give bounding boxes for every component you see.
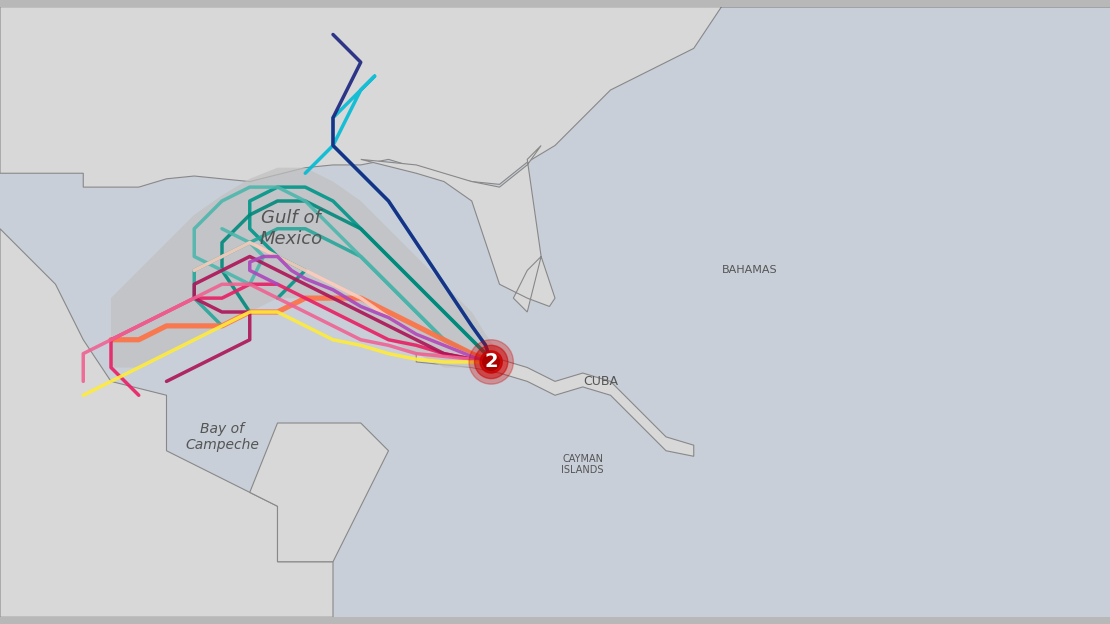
Polygon shape [250, 423, 388, 562]
Text: Bay of
Campeche: Bay of Campeche [185, 422, 259, 452]
Circle shape [483, 354, 500, 370]
Text: BAHAMAS: BAHAMAS [722, 265, 777, 275]
Polygon shape [0, 229, 333, 617]
Polygon shape [0, 7, 1110, 187]
Circle shape [475, 345, 508, 379]
Text: CUBA: CUBA [583, 375, 618, 388]
Polygon shape [416, 354, 694, 456]
Polygon shape [361, 145, 555, 312]
Text: Gulf of
Mexico: Gulf of Mexico [260, 209, 323, 248]
Polygon shape [111, 168, 500, 368]
Circle shape [470, 339, 514, 384]
Text: CAYMAN
ISLANDS: CAYMAN ISLANDS [562, 454, 604, 475]
Text: 2: 2 [484, 353, 498, 371]
Circle shape [481, 351, 503, 373]
